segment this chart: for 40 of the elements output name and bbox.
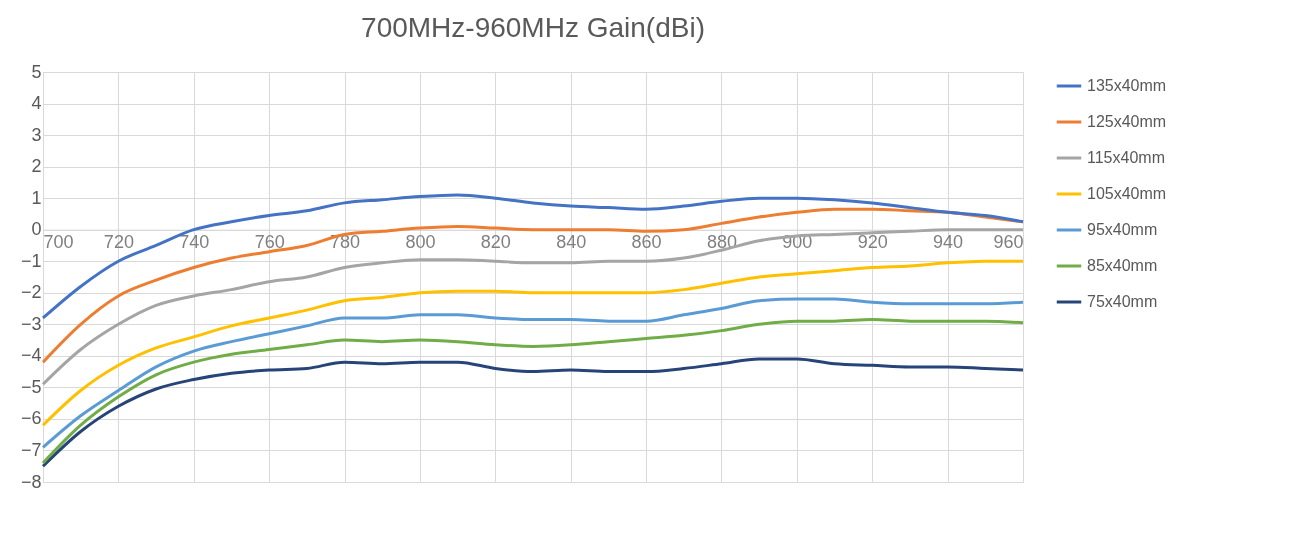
legend-label: 125x40mm — [1087, 113, 1167, 130]
x-tick-label: 760 — [254, 232, 285, 253]
line-series — [41, 259, 1025, 427]
x-tick-label: 940 — [933, 232, 964, 253]
legend-label: 105x40mm — [1087, 185, 1167, 202]
y-tick-label: 0 — [31, 219, 42, 240]
y-tick-label: −4 — [20, 345, 42, 366]
line-series — [41, 357, 1025, 468]
y-tick-label: 3 — [31, 124, 42, 145]
x-tick-label: 840 — [556, 232, 587, 253]
y-tick-label: −8 — [20, 471, 42, 492]
y-tick-label: −5 — [20, 376, 42, 397]
x-tick-label: 800 — [405, 232, 436, 253]
legend-label: 85x40mm — [1087, 257, 1158, 274]
legend-label: 135x40mm — [1087, 77, 1167, 94]
y-tick-label: 1 — [31, 187, 42, 208]
x-tick-label: 720 — [103, 232, 134, 253]
x-tick-label: 740 — [179, 232, 210, 253]
y-tick-label: −6 — [20, 408, 42, 429]
x-tick-label: 860 — [631, 232, 662, 253]
line-series — [41, 318, 1025, 465]
line-series — [41, 228, 1025, 386]
legend-label: 75x40mm — [1087, 293, 1158, 310]
legend-label: 95x40mm — [1087, 221, 1158, 238]
chart-title: 700MHz-960MHz Gain(dBi) — [361, 12, 705, 43]
y-tick-label: −7 — [20, 439, 42, 460]
y-tick-label: −3 — [20, 313, 42, 334]
x-tick-label: 700 — [43, 232, 74, 253]
x-tick-label: 960 — [993, 232, 1024, 253]
legend-label: 115x40mm — [1087, 149, 1165, 166]
y-tick-label: 5 — [31, 61, 42, 82]
line-series — [41, 297, 1025, 449]
line-series — [41, 193, 1025, 320]
y-tick-label: −2 — [20, 282, 42, 303]
y-tick-label: −1 — [20, 250, 42, 271]
x-tick-label: 820 — [480, 232, 511, 253]
y-tick-label: 2 — [31, 156, 42, 177]
x-tick-label: 920 — [857, 232, 888, 253]
x-tick-label: 880 — [706, 232, 737, 253]
y-tick-label: 4 — [31, 93, 42, 114]
